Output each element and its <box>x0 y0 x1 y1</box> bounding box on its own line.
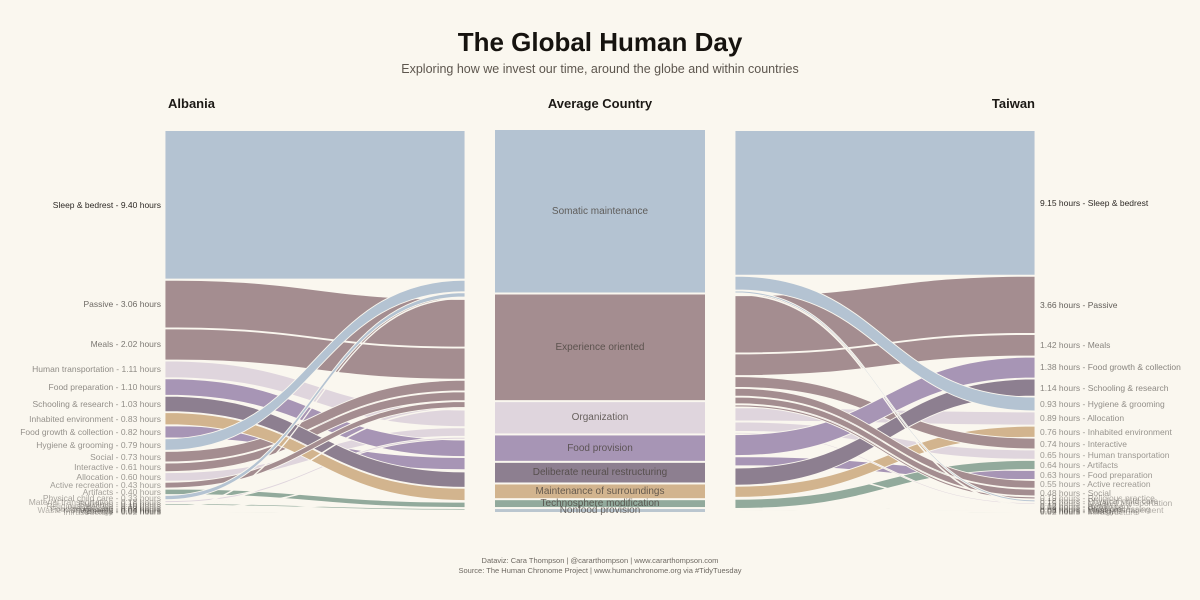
column-header-taiwan: Taiwan <box>991 96 1035 111</box>
subcategory-label-taiwan: 0.04 hours - Energy <box>1040 505 1115 516</box>
subcategory-label-taiwan: 1.42 hours - Meals <box>1040 340 1111 351</box>
subcategory-label-taiwan: 0.09 hours - Buildings <box>1040 502 1123 513</box>
flow-ribbon <box>734 387 1036 489</box>
subcategory-label-taiwan: 0.09 hours - Food processing <box>1040 503 1151 514</box>
flow-ribbon <box>734 130 1036 276</box>
subcategory-label-albania: Sleep & bedrest - 9.40 hours <box>52 199 161 210</box>
subcategory-label-albania: Material transportation - 0.18 hours <box>28 496 161 507</box>
flow-ribbon <box>734 290 1036 503</box>
subcategory-label-taiwan: 0.55 hours - Active recreation <box>1040 479 1151 490</box>
flow-ribbon <box>164 130 466 280</box>
flow-ribbon <box>734 396 1036 497</box>
subcategory-label-albania: Hygiene & grooming - 0.79 hours <box>36 439 161 450</box>
flow-ribbon <box>164 401 466 489</box>
subcategory-label-albania: Materials - 0.03 hours <box>78 506 161 517</box>
category-label: Somatic maintenance <box>551 205 649 217</box>
footer-credits: Dataviz: Cara Thompson | @cararthompson … <box>0 556 1200 575</box>
subcategory-label-albania: Schooling & research - 1.03 hours <box>32 398 161 409</box>
flow-ribbon <box>734 293 1036 507</box>
category-label: Experience oriented <box>555 341 645 353</box>
subcategory-label-albania: Passive - 3.06 hours <box>83 298 161 309</box>
subcategory-label-taiwan: 0.74 hours - Interactive <box>1040 438 1127 449</box>
subcategory-label-albania: Physical child care - 0.33 hours <box>42 492 161 503</box>
subcategory-label-taiwan: 0.18 hours - Physical child care <box>1040 495 1159 506</box>
flow-ribbon <box>734 510 1036 514</box>
category-label: Deliberate neural restructuring <box>532 467 668 479</box>
flow-ribbon <box>164 436 466 504</box>
flow-ribbon <box>734 506 1036 511</box>
flow-ribbon <box>164 279 466 451</box>
flow-ribbon <box>164 510 466 514</box>
flow-ribbon <box>164 279 466 348</box>
flow-ribbon <box>164 328 466 380</box>
category-node <box>495 435 705 461</box>
subcategory-label-albania: Active recreation - 0.43 hours <box>49 480 161 491</box>
subcategory-label-taiwan: 0.76 hours - Inhabited environment <box>1040 426 1172 437</box>
subcategory-label-albania: Meals - 2.02 hours <box>90 339 161 350</box>
subcategory-label-taiwan: 0.03 hours - Materials <box>1040 506 1123 517</box>
subcategory-label-taiwan: 1.14 hours - Schooling & research <box>1040 382 1169 393</box>
flow-ribbon <box>734 425 1036 498</box>
subcategory-label-albania: Food growth & collection - 0.82 hours <box>20 426 161 437</box>
subcategory-label-taiwan: 0.89 hours - Allocation <box>1040 413 1125 424</box>
subcategory-label-taiwan: 3.66 hours - Passive <box>1040 299 1118 310</box>
subcategory-label-albania: Human transportation - 1.11 hours <box>32 364 161 375</box>
category-node <box>495 130 705 293</box>
subcategory-label-albania: Infrastructure - 0.02 hours <box>63 506 161 517</box>
page-title: The Global Human Day <box>457 27 743 57</box>
subcategory-label-taiwan: 0.19 hours - Religious practice <box>1040 492 1155 503</box>
category-node <box>495 484 705 499</box>
subcategory-label-albania: Waste management - 0.04 hours <box>37 505 161 516</box>
subcategory-label-albania: Allocation - 0.60 hours <box>76 471 161 482</box>
column-header-average-country: Average Country <box>547 96 653 111</box>
category-node <box>495 509 705 512</box>
flow-ribbon <box>734 404 1036 500</box>
flow-ribbon <box>164 470 466 511</box>
subcategory-label-albania: Buildings - 0.16 hours <box>78 499 161 510</box>
subcategory-label-taiwan: 0.02 hours - Infrastructure <box>1040 506 1138 517</box>
subcategory-label-albania: Artifacts - 0.40 hours <box>82 486 161 497</box>
category-label: Organization <box>571 412 629 424</box>
subcategory-label-albania: Health care - 0.09 hours <box>69 502 161 513</box>
flow-ribbon <box>734 378 1036 486</box>
subcategory-label-taiwan: 0.93 hours - Hygiene & grooming <box>1040 399 1165 409</box>
footer-source-credit: Source: The Human Chronome Project | www… <box>458 565 742 575</box>
flow-ribbon <box>734 275 1036 412</box>
flow-ribbon <box>164 407 466 508</box>
subcategory-label-albania: Religious practice - 0.10 hours <box>46 501 161 512</box>
footer-dataviz-credit: Dataviz: Cara Thompson | @cararthompson … <box>481 556 719 565</box>
category-node <box>495 462 705 483</box>
category-node <box>495 294 705 401</box>
category-label: Technosphere modification <box>540 498 660 510</box>
subcategory-label-taiwan: 0.12 hours - Health care <box>1040 500 1132 511</box>
subcategory-label-taiwan: 9.15 hours - Sleep & bedrest <box>1040 197 1149 208</box>
flow-ribbon <box>164 297 466 509</box>
subcategory-label-albania: Interactive - 0.61 hours <box>74 462 161 473</box>
subcategory-label-taiwan: 0.48 hours - Social <box>1040 487 1111 498</box>
subcategory-label-albania: Food preparation - 1.10 hours <box>48 381 161 392</box>
subcategory-label-taiwan: 0.64 hours - Artifacts <box>1040 459 1118 470</box>
subcategory-label-albania: Food processing - 0.08 hours <box>50 504 161 515</box>
flow-ribbon <box>164 412 466 501</box>
page-subtitle: Exploring how we invest our time, around… <box>401 62 799 76</box>
subcategory-label-albania: Social - 0.73 hours <box>90 451 161 462</box>
column-header-albania: Albania <box>168 96 215 111</box>
category-label: Food provision <box>567 442 633 454</box>
category-label: Maintenance of surroundings <box>535 485 665 497</box>
subcategory-label-taiwan: 0.06 hours - Waste management <box>1040 504 1164 515</box>
flow-ribbon <box>164 292 466 501</box>
subcategory-label-albania: Energy - 0.04 hours <box>86 505 161 516</box>
category-node <box>495 500 705 508</box>
subcategory-label-albania: Inhabited environment - 0.83 hours <box>29 413 161 424</box>
subcategory-label-taiwan: 0.63 hours - Food preparation <box>1040 469 1153 480</box>
subcategory-label-taiwan: 1.38 hours - Food growth & collection <box>1040 362 1181 373</box>
subcategory-label-taiwan: 0.15 hours - Material transportation <box>1040 498 1173 509</box>
category-label: Nonfood provision <box>559 505 641 517</box>
category-node <box>495 402 705 434</box>
subcategory-label-taiwan: 0.65 hours - Human transportation <box>1040 449 1170 460</box>
